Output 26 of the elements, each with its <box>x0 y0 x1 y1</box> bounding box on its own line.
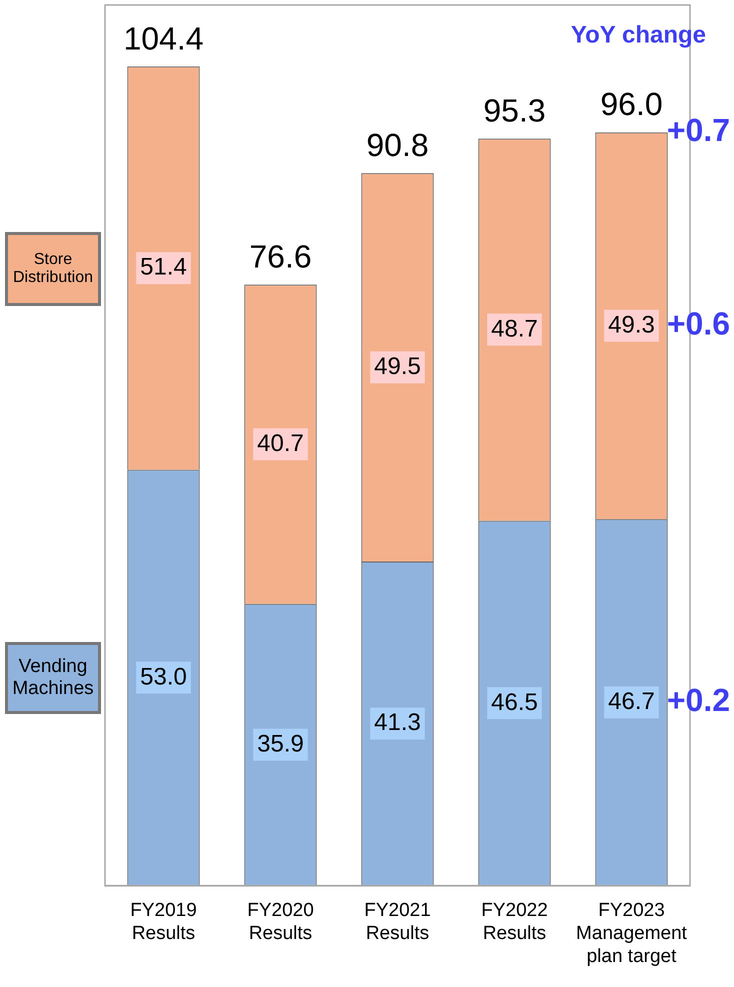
total-label: 76.6 <box>249 238 312 274</box>
total-label: 104.4 <box>123 20 204 56</box>
data-label: 49.3 <box>608 311 655 338</box>
annotation: +0.7 <box>666 112 730 148</box>
total-label: 96.0 <box>600 86 663 122</box>
annotation: +0.2 <box>666 682 730 718</box>
x-tick-label: FY2023 Management plan target <box>576 900 688 967</box>
total-label: 95.3 <box>483 92 546 128</box>
total-label: 90.8 <box>366 126 429 163</box>
data-label: 46.7 <box>608 688 655 716</box>
data-label: 51.4 <box>140 254 187 281</box>
data-label: 41.3 <box>374 709 421 736</box>
x-tick-label: FY2021 Results <box>364 900 431 944</box>
data-label: 49.5 <box>374 352 421 380</box>
text: Store Distribution <box>5 232 101 306</box>
annotation: +0.6 <box>666 306 730 342</box>
text: YoY change <box>570 22 706 49</box>
data-label: 35.9 <box>257 730 304 758</box>
series-label: Vending Machines <box>5 642 101 714</box>
data-label: 40.7 <box>257 430 304 457</box>
data-label: 48.7 <box>491 315 538 342</box>
data-label: 46.5 <box>491 688 538 716</box>
x-tick-label: FY2022 Results <box>481 900 548 944</box>
x-tick-label: FY2019 Results <box>130 900 197 944</box>
x-tick-label: FY2020 Results <box>247 900 314 944</box>
data-label: 53.0 <box>140 663 187 690</box>
